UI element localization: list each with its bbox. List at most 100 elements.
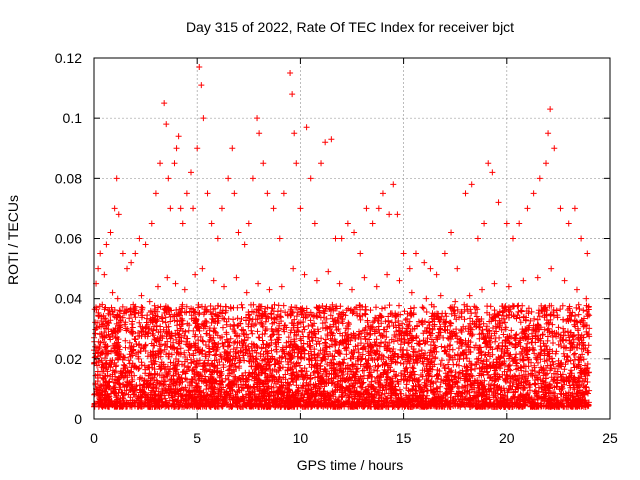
data-point [468, 181, 475, 188]
data-point [196, 64, 203, 71]
data-point [235, 229, 242, 236]
data-point [121, 307, 128, 314]
data-point [183, 190, 190, 197]
data-point [225, 175, 232, 182]
data-point [318, 160, 325, 167]
data-point [200, 115, 207, 122]
data-point [571, 205, 578, 212]
data-point [338, 235, 345, 242]
data-point [390, 181, 397, 188]
data-point [101, 271, 108, 278]
axis-ticks [93, 57, 611, 420]
data-point [485, 160, 492, 167]
data-point [199, 265, 206, 272]
y-tick-label: 0 [74, 411, 82, 427]
data-point [583, 295, 590, 302]
data-point [322, 139, 329, 146]
data-point [357, 250, 364, 257]
data-point [254, 115, 261, 122]
y-tick-label: 0.02 [55, 351, 82, 367]
data-point [375, 205, 382, 212]
data-point [95, 265, 102, 272]
data-point [307, 175, 314, 182]
data-point [124, 265, 131, 272]
data-point [148, 220, 155, 227]
data-point [505, 283, 512, 290]
data-point [536, 175, 543, 182]
data-point [132, 250, 139, 257]
data-point [363, 205, 370, 212]
data-point [256, 130, 263, 137]
data-point [249, 175, 256, 182]
data-point [408, 289, 415, 296]
data-point [303, 124, 310, 131]
data-point [578, 235, 585, 242]
data-point [351, 229, 358, 236]
data-point [441, 250, 448, 257]
data-point [543, 160, 550, 167]
data-point [157, 160, 164, 167]
data-point [214, 235, 221, 242]
data-point [336, 280, 343, 287]
data-point [173, 145, 180, 152]
data-point [584, 250, 591, 257]
data-point [115, 211, 122, 218]
data-point [192, 271, 199, 278]
data-point [433, 271, 440, 278]
data-point [171, 160, 178, 167]
data-point [448, 229, 455, 236]
data-point [241, 241, 248, 248]
data-point [534, 274, 541, 281]
data-point [113, 175, 120, 182]
x-axis-label: GPS time / hours [297, 457, 404, 473]
data-point [172, 280, 179, 287]
data-point [119, 250, 126, 257]
x-tick-label: 5 [193, 430, 201, 446]
data-point [474, 235, 481, 242]
data-point [369, 220, 376, 227]
data-point [406, 265, 413, 272]
data-point [264, 190, 271, 197]
background-points [91, 301, 593, 410]
data-point [423, 295, 430, 302]
data-point [99, 301, 106, 308]
data-point [361, 274, 368, 281]
data-point [384, 271, 391, 278]
x-tick-label: 10 [293, 430, 309, 446]
y-tick-label: 0.08 [55, 170, 82, 186]
data-point [164, 274, 171, 281]
data-points [91, 64, 593, 410]
data-point [386, 211, 393, 218]
data-point [545, 130, 552, 137]
y-tick-label: 0.12 [55, 50, 82, 66]
data-point [111, 205, 118, 212]
data-point [114, 295, 121, 302]
data-point [379, 190, 386, 197]
data-point [396, 277, 403, 284]
data-point [427, 265, 434, 272]
data-point [136, 235, 143, 242]
data-point [255, 280, 262, 287]
data-point [495, 199, 502, 206]
data-point [491, 280, 498, 287]
data-point [138, 292, 145, 299]
data-point [280, 190, 287, 197]
data-point [161, 100, 168, 107]
data-point [332, 235, 339, 242]
data-point [276, 235, 283, 242]
data-point [190, 205, 197, 212]
data-point [229, 145, 236, 152]
data-point [437, 292, 444, 299]
data-point [561, 277, 568, 284]
data-point [573, 286, 580, 293]
data-point [154, 283, 161, 290]
data-point [181, 286, 188, 293]
data-point [462, 190, 469, 197]
data-point [103, 241, 110, 248]
data-point [188, 169, 195, 176]
data-point [328, 136, 335, 143]
data-point [421, 259, 428, 266]
data-point [481, 220, 488, 227]
data-point [270, 205, 277, 212]
